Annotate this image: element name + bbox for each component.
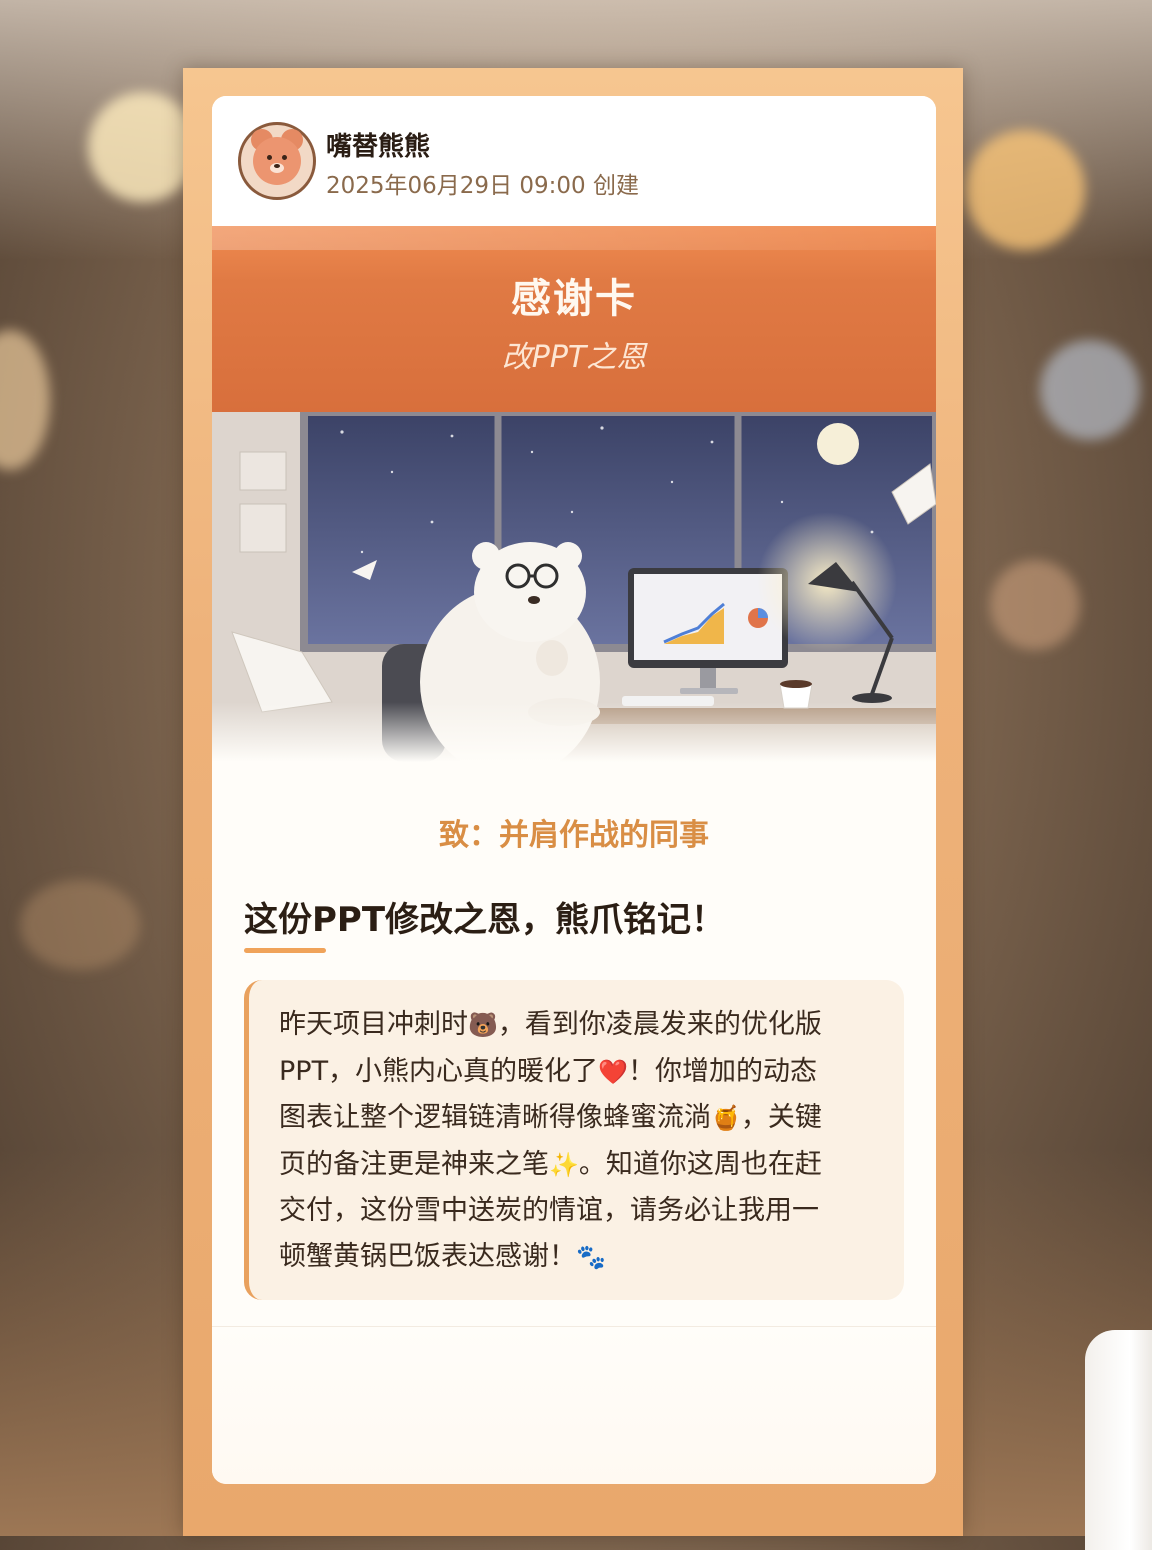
bokeh-light <box>1040 340 1140 440</box>
banner-subtitle: 改PPT之恩 <box>501 340 647 375</box>
bokeh-light <box>965 130 1085 250</box>
bear-office-illustration <box>212 412 936 762</box>
bokeh-light <box>990 560 1080 650</box>
post-header: 嘴替熊熊 2025年06月29日 09:00 创建 <box>212 96 936 226</box>
banner-title: 感谢卡 <box>511 276 637 322</box>
message-line: PPT，小熊内心真的暖化了❤️！你增加的动态 <box>279 1055 817 1087</box>
bokeh-light <box>0 330 50 470</box>
bokeh-light <box>88 92 198 202</box>
thank-you-card: 嘴替熊熊 2025年06月29日 09:00 创建 感谢卡 改PPT之恩 <box>212 96 936 1484</box>
coffee-cup <box>1085 1330 1152 1550</box>
sparkles-emoji-icon: ✨ <box>549 1150 579 1179</box>
card-footer <box>212 1326 936 1484</box>
message-line: 交付，这份雪中送炭的情谊，请务必让我用一 <box>279 1195 819 1227</box>
card-headline: 这份PPT修改之恩，熊爪铭记！ <box>244 900 726 940</box>
message-line: 图表让整个逻辑链清晰得像蜂蜜流淌🍯，关键 <box>279 1102 822 1134</box>
created-timestamp: 2025年06月29日 09:00 创建 <box>326 173 639 199</box>
recipient-line: 致：并肩作战的同事 <box>439 818 709 853</box>
author-name[interactable]: 嘴替熊熊 <box>326 132 431 162</box>
message-box: 昨天项目冲刺时🐻，看到你凌晨发来的优化版 PPT，小熊内心真的暖化了❤️！你增加… <box>244 980 904 1300</box>
heart-emoji-icon: ❤️ <box>598 1057 628 1086</box>
bear-emoji-icon: 🐻 <box>468 1011 498 1039</box>
card-banner: 感谢卡 改PPT之恩 <box>212 226 936 412</box>
message-line: 昨天项目冲刺时🐻，看到你凌晨发来的优化版 <box>279 1009 822 1040</box>
honey-emoji-icon: 🍯 <box>711 1104 741 1133</box>
paw-emoji-icon: 🐾 <box>576 1242 606 1271</box>
message-line: 页的备注更是神来之笔✨。知道你这周也在赶 <box>279 1148 822 1180</box>
bokeh-light <box>20 880 140 970</box>
bear-avatar-icon[interactable] <box>238 122 316 200</box>
headline-underline <box>244 948 326 953</box>
message-line: 顿蟹黄锅巴饭表达感谢！🐾 <box>279 1240 606 1272</box>
